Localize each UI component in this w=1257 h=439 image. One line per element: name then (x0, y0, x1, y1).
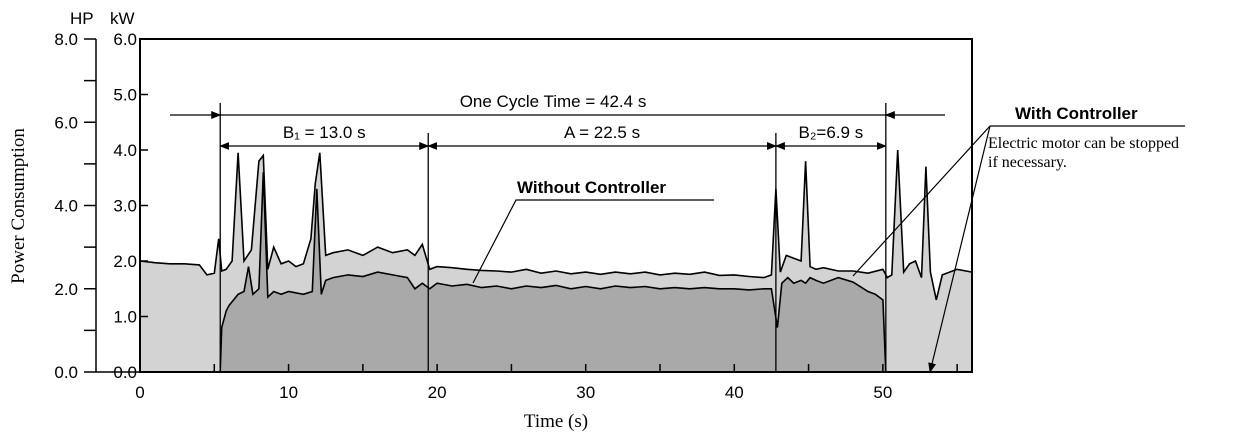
hp-tick-label-2: 4.0 (54, 197, 78, 216)
dim-label-b1: B₁ = 13.0 s (283, 123, 366, 142)
x-tick-label-3: 30 (576, 383, 595, 402)
area-with-controller (220, 172, 886, 372)
hp-tick-label-4: 8.0 (54, 30, 78, 49)
x-axis-label: Time (s) (524, 411, 588, 432)
motor-stop-leader (928, 125, 991, 373)
kw-tick-label-1: 1.0 (113, 308, 137, 327)
hp-tick-label-0: 0.0 (54, 363, 78, 382)
x-tick-label-1: 10 (279, 383, 298, 402)
kw-tick-label-5: 5.0 (113, 86, 137, 105)
motor-stop-note-line1: Electric motor can be stopped (988, 135, 1179, 152)
dim-label-b2: B₂=6.9 s (798, 123, 863, 142)
dimension-lines: One Cycle Time = 42.4 s B₁ = 13.0 s A = 22… (170, 92, 945, 150)
line-with-controller (219, 172, 887, 373)
x-tick-label-0: 0 (135, 383, 144, 402)
hp-axis: 0.0 2.0 4.0 6.0 8.0 (54, 30, 96, 382)
kw-tick-label-0: 0.0 (113, 363, 137, 382)
line-without-controller (139, 149, 973, 301)
with-controller-label: With Controller (1015, 104, 1138, 123)
kw-unit-label: kW (110, 9, 135, 28)
cycle-time-label: One Cycle Time = 42.4 s (460, 92, 647, 111)
kw-axis: 0.0 1.0 2.0 3.0 4.0 5.0 6.0 (113, 30, 148, 382)
kw-tick-label-2: 2.0 (113, 252, 137, 271)
without-controller-leader (472, 199, 714, 284)
x-tick-label-5: 50 (873, 383, 892, 402)
kw-tick-label-3: 3.0 (113, 197, 137, 216)
x-tick-label-4: 40 (725, 383, 744, 402)
hp-unit-label: HP (70, 9, 94, 28)
x-tick-label-2: 20 (428, 383, 447, 402)
dim-label-a: A = 22.5 s (564, 123, 640, 142)
kw-tick-label-4: 4.0 (113, 141, 137, 160)
without-controller-label: Without Controller (517, 178, 666, 197)
hp-tick-label-1: 2.0 (54, 280, 78, 299)
with-controller-leader-1 (852, 125, 991, 277)
y-axis-label: Power Consumption (8, 128, 29, 284)
kw-tick-label-6: 6.0 (113, 30, 137, 49)
hp-tick-label-3: 6.0 (54, 113, 78, 132)
x-axis: 0 10 20 30 40 50 (135, 364, 958, 402)
motor-stop-note-line2: if necessary. (988, 154, 1067, 171)
